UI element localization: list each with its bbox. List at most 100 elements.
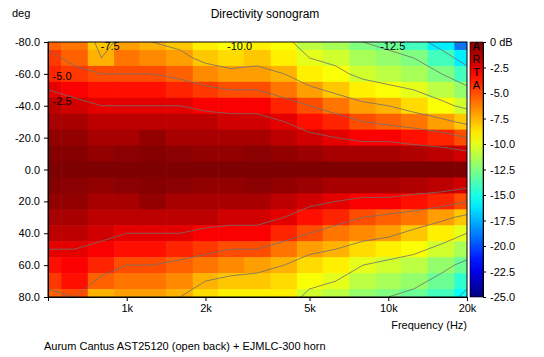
contour-label: -2.5	[53, 95, 72, 107]
heat-cell	[114, 209, 140, 226]
tick-label: 10k	[380, 302, 398, 314]
heat-cell	[193, 114, 219, 131]
tick-mark	[483, 272, 486, 273]
heat-cell	[454, 162, 467, 179]
x-axis-line	[49, 298, 468, 302]
heat-cell	[244, 50, 271, 67]
heat-cell	[114, 177, 140, 194]
heat-cell	[323, 114, 350, 131]
heat-cell	[323, 209, 350, 226]
tick-mark	[44, 138, 48, 139]
heat-cell	[428, 50, 455, 67]
heat-cell	[166, 82, 193, 99]
heat-cell	[376, 273, 402, 290]
heat-cell	[114, 146, 140, 163]
heat-cell	[193, 66, 219, 83]
heat-cell	[61, 130, 88, 147]
plot-area	[48, 42, 467, 297]
tick-label: 80.0	[19, 291, 40, 303]
heat-cell	[297, 257, 323, 274]
heat-cell	[193, 146, 219, 163]
contour-line	[48, 42, 467, 297]
heat-cell	[88, 209, 115, 226]
heat-cell	[271, 82, 298, 99]
heat-cell	[349, 162, 376, 179]
tick-label: -17.5	[490, 215, 515, 227]
heat-cell	[323, 82, 350, 99]
contour-label: -10.0	[227, 40, 252, 52]
colorbar-axis-line	[484, 43, 487, 298]
heat-cell	[428, 225, 455, 242]
heat-cell	[166, 162, 193, 179]
heat-cell	[297, 225, 323, 242]
heat-cell	[376, 177, 402, 194]
heat-cell	[297, 66, 323, 83]
heat-cell	[244, 209, 271, 226]
tick: 60.0	[19, 259, 48, 271]
heat-cell	[349, 66, 376, 83]
heat-cell	[139, 289, 166, 297]
heat-cell	[244, 130, 271, 147]
heat-cell	[48, 130, 62, 147]
contour-line	[48, 42, 467, 297]
heat-cell	[114, 82, 140, 99]
heat-cell	[323, 289, 350, 297]
heat-cell	[454, 289, 467, 297]
heat-cell	[297, 193, 323, 210]
heat-cell	[218, 114, 244, 131]
contour-label: -7.5	[101, 40, 120, 52]
annotations: -7.5-10.0-12.5-5.0-2.5	[53, 40, 406, 108]
heat-cell	[61, 257, 88, 274]
tick-mark	[127, 297, 128, 301]
heat-cell	[114, 162, 140, 179]
heat-cell	[376, 114, 402, 131]
tick-label: -80.0	[15, 36, 40, 48]
contour-line	[48, 90, 467, 249]
heat-cell	[139, 130, 166, 147]
heat-cell	[349, 50, 376, 67]
heat-cell	[61, 146, 88, 163]
heat-cell	[271, 193, 298, 210]
heat-cell	[428, 146, 455, 163]
heat-cell	[218, 162, 244, 179]
heat-cell	[166, 146, 193, 163]
contour-line	[48, 50, 467, 297]
heat-cell	[323, 241, 350, 258]
heat-cell	[376, 162, 402, 179]
contours	[48, 42, 467, 297]
heat-cell	[88, 193, 115, 210]
tick: -20.0	[15, 132, 48, 144]
heat-cell	[61, 273, 88, 290]
heat-cell	[428, 42, 455, 51]
heat-cell	[244, 257, 271, 274]
heat-cell	[349, 273, 376, 290]
heat-cell	[428, 257, 455, 274]
heat-cell	[349, 225, 376, 242]
heat-cell	[139, 162, 166, 179]
heat-cell	[349, 130, 376, 147]
heat-cell	[297, 273, 323, 290]
heat-cell	[193, 241, 219, 258]
heat-cell	[454, 273, 467, 290]
contour-line	[48, 42, 467, 297]
heat-cell	[193, 257, 219, 274]
tick: 1k	[121, 297, 133, 314]
tick-mark	[310, 297, 311, 301]
tick-mark	[467, 297, 468, 301]
tick: -25.0	[483, 291, 515, 303]
tick: -7.5	[483, 113, 509, 125]
heat-cell	[297, 289, 323, 297]
tick-mark	[44, 106, 48, 107]
tick-label: -20.0	[15, 132, 40, 144]
heat-cell	[193, 289, 219, 297]
heat-cell	[166, 130, 193, 147]
heat-cell	[454, 241, 467, 258]
heat-cell	[193, 42, 219, 51]
heat-cell	[349, 193, 376, 210]
heat-cell	[61, 162, 88, 179]
tick-mark	[483, 170, 486, 171]
heat-cell	[297, 114, 323, 131]
heat-cell	[193, 82, 219, 99]
heat-cell	[48, 193, 62, 210]
heat-cell	[139, 273, 166, 290]
